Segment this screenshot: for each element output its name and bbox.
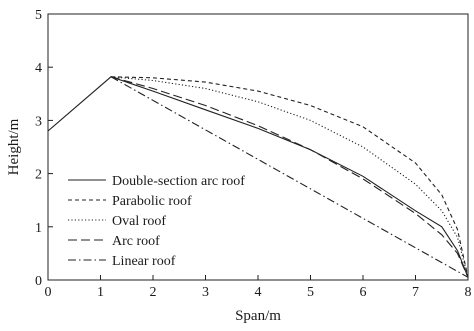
legend-label: Linear roof <box>112 254 176 269</box>
x-axis-label: Span/m <box>235 308 281 324</box>
x-tick-label: 4 <box>255 285 262 300</box>
x-tick-label: 8 <box>465 285 472 300</box>
y-tick-label: 5 <box>35 8 42 23</box>
x-tick-label: 5 <box>307 285 314 300</box>
y-tick-label: 3 <box>35 114 42 129</box>
x-tick-label: 6 <box>360 285 367 300</box>
y-axis-label: Height/m <box>6 118 22 175</box>
plot-frame <box>47 13 469 281</box>
x-tick-label: 3 <box>202 285 209 300</box>
series-line-0 <box>47 76 469 278</box>
series-line-4 <box>110 76 469 278</box>
legend-label: Parabolic roof <box>112 194 192 209</box>
y-tick-label: 1 <box>35 221 42 236</box>
x-tick-label: 2 <box>150 285 157 300</box>
legend-label: Double-section arc roof <box>112 174 245 189</box>
series-line-3 <box>110 76 469 278</box>
plot-lines <box>47 76 469 278</box>
y-tick-label: 2 <box>35 168 42 183</box>
x-tick-label: 0 <box>45 285 52 300</box>
y-tick-label: 0 <box>35 274 42 289</box>
legend-label: Oval roof <box>112 214 166 229</box>
legend: Double-section arc roof Parabolic roof Ova… <box>68 174 245 269</box>
x-tick-label: 1 <box>97 285 104 300</box>
y-tick-label: 4 <box>35 61 42 76</box>
x-tick-label: 7 <box>412 285 419 300</box>
legend-label: Arc roof <box>112 234 160 249</box>
series-line-2 <box>110 76 469 278</box>
axes: 0 1 2 3 4 5 6 7 8 0 1 2 3 4 5 <box>35 8 472 300</box>
